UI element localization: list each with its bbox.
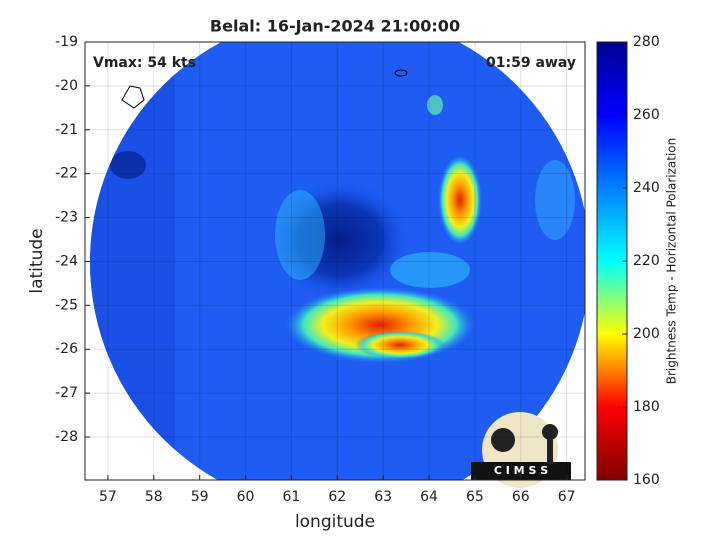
x-tick-label: 62	[328, 489, 346, 505]
colorbar-tick-label: 160	[633, 472, 660, 488]
colorbar-tick-label: 240	[633, 180, 660, 196]
colorbar-tick-label: 180	[633, 399, 660, 415]
x-tick-label: 58	[145, 489, 163, 505]
y-tick-label: -26	[55, 341, 78, 357]
y-tick-label: -27	[55, 385, 78, 401]
annotation: 01:59 away	[486, 55, 576, 71]
x-tick-label: 64	[420, 489, 438, 505]
colorbar-tick-label: 280	[633, 34, 660, 50]
x-tick-label: 65	[466, 489, 484, 505]
logo-text: C I M S S	[494, 464, 548, 477]
colorbar-tick-label: 260	[633, 107, 660, 123]
y-tick-label: -23	[55, 210, 78, 226]
y-tick-label: -21	[55, 122, 78, 138]
x-axis-label: longitude	[295, 512, 375, 532]
annotation: Vmax: 54 kts	[93, 55, 196, 71]
x-tick-label: 63	[374, 489, 392, 505]
colorbar-tick-label: 220	[633, 253, 660, 269]
x-tick-label: 57	[99, 489, 117, 505]
x-tick-label: 60	[237, 489, 255, 505]
x-tick-label: 61	[283, 489, 301, 505]
y-tick-label: -28	[55, 429, 78, 445]
colorbar-tick-label: 200	[633, 326, 660, 342]
y-tick-label: -24	[55, 253, 78, 269]
y-axis-label: latitude	[27, 228, 47, 293]
y-tick-label: -25	[55, 297, 78, 313]
y-tick-label: -20	[55, 78, 78, 94]
chart-title: Belal: 16-Jan-2024 21:00:00	[210, 17, 460, 36]
colorbar-label: Brightness Temp - Horizontal Polarizatio…	[665, 138, 679, 385]
x-tick-label: 59	[191, 489, 209, 505]
y-tick-label: -22	[55, 166, 78, 182]
y-tick-label: -19	[55, 34, 78, 50]
swath	[90, 42, 585, 480]
logo: C I M S S	[471, 412, 571, 488]
x-tick-label: 66	[512, 489, 530, 505]
x-tick-label: 67	[558, 489, 576, 505]
